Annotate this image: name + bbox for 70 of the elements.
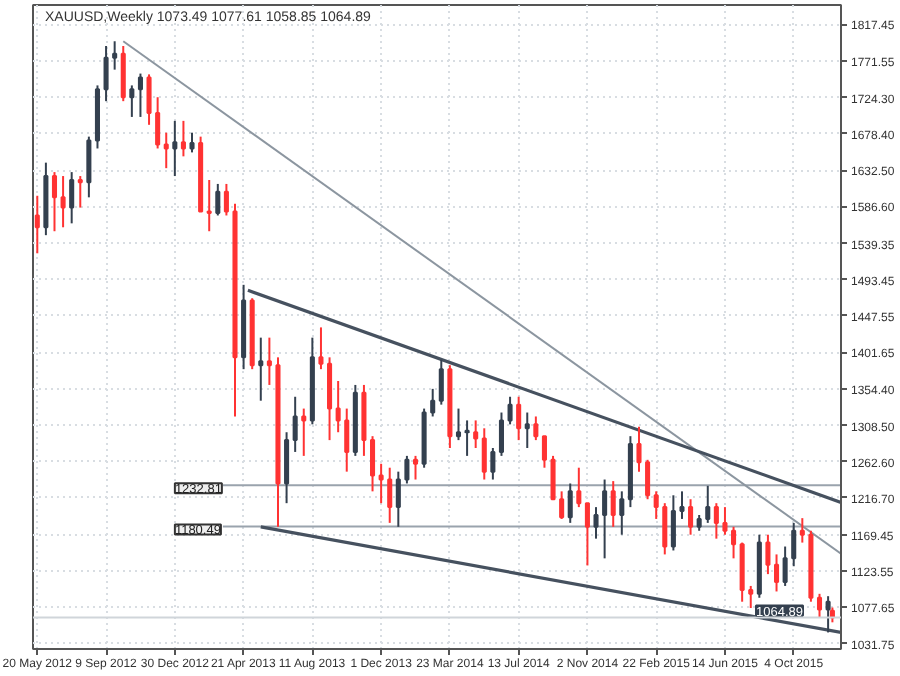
candlestick	[318, 326, 324, 371]
candlestick	[705, 484, 711, 524]
candlestick	[524, 411, 530, 449]
candlestick	[610, 480, 616, 528]
candlestick	[550, 454, 556, 501]
candlestick	[86, 135, 92, 199]
candlestick	[155, 96, 161, 150]
candlestick	[490, 447, 496, 481]
candlestick	[541, 435, 547, 469]
candlestick	[748, 584, 754, 610]
candlestick	[679, 490, 685, 520]
candlestick	[619, 490, 625, 536]
candlestick	[189, 131, 195, 154]
candlestick	[688, 498, 694, 536]
candlestick	[774, 553, 780, 593]
candlestick	[412, 454, 419, 481]
candlestick	[498, 411, 504, 457]
candlestick	[473, 419, 479, 449]
candlestick	[120, 44, 126, 103]
candlestick	[662, 502, 668, 556]
candlestick	[739, 541, 745, 603]
candlestick	[567, 482, 573, 524]
candlestick	[765, 533, 771, 576]
candlestick	[455, 407, 462, 442]
candlestick	[516, 395, 522, 442]
candlestick	[602, 478, 608, 560]
candlestick	[507, 395, 513, 426]
candlestick	[146, 73, 152, 126]
candlestick	[370, 435, 376, 493]
candlestick	[77, 175, 83, 209]
candlestick	[464, 419, 470, 457]
candlestick	[670, 494, 676, 552]
candlestick	[731, 525, 737, 560]
candlestick	[60, 175, 66, 229]
candlestick	[438, 358, 444, 406]
candlestick	[180, 119, 186, 158]
candlestick	[713, 502, 719, 540]
candlestick	[378, 462, 384, 505]
candlestick	[636, 425, 642, 473]
candlestick	[172, 119, 178, 178]
candlestick	[653, 490, 659, 520]
candlestick	[215, 182, 221, 217]
candlestick	[284, 431, 290, 505]
candlestick	[163, 131, 169, 170]
candlestick	[206, 178, 212, 233]
candlestick	[137, 72, 143, 118]
candlestick	[51, 171, 58, 233]
candlestick	[533, 415, 539, 442]
candlestick	[825, 595, 831, 634]
candlestick	[292, 395, 298, 453]
candlestick	[559, 490, 565, 520]
candlestick	[387, 466, 393, 524]
candlestick	[576, 466, 582, 509]
candlestick	[129, 84, 135, 118]
candlestick	[103, 44, 109, 103]
candlestick	[34, 194, 40, 255]
candlestick	[584, 502, 590, 567]
candlestick	[301, 407, 307, 457]
candlestick	[645, 458, 651, 501]
candlestick	[344, 407, 350, 473]
candlestick	[112, 40, 118, 71]
candlestick	[327, 356, 333, 442]
candlestick	[799, 517, 805, 544]
candlestick	[722, 506, 728, 536]
candlestick	[361, 383, 367, 457]
candlestick	[593, 506, 599, 540]
candlestick	[816, 592, 823, 619]
candlestick	[69, 171, 75, 225]
candlestick	[481, 427, 487, 481]
candlestick	[258, 336, 264, 402]
